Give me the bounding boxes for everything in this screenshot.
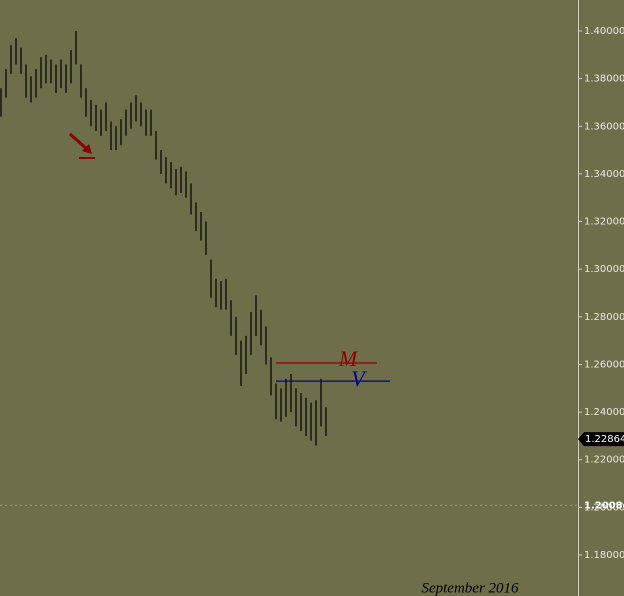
y-tick-label: 1.24000 bbox=[584, 407, 624, 418]
y-tick-label: 1.40000 bbox=[584, 26, 624, 37]
y-tick-label: 1.38000 bbox=[584, 74, 624, 85]
y-tick-label: 1.30000 bbox=[584, 264, 624, 275]
y-tick-label: 1.34000 bbox=[584, 169, 624, 180]
down-arrow-icon bbox=[69, 132, 95, 159]
y-tick-label: 1.32000 bbox=[584, 217, 624, 228]
period-label: September 2016 bbox=[421, 580, 519, 596]
y-tick-label: 1.26000 bbox=[584, 359, 624, 370]
current-price-label: 1.22864 bbox=[585, 434, 624, 445]
level-label: M bbox=[338, 346, 359, 371]
y-tick-label: 1.36000 bbox=[584, 121, 624, 132]
price-line-label: 1.20084 bbox=[584, 500, 624, 511]
y-tick-label: 1.22000 bbox=[584, 455, 624, 466]
y-tick-label: 1.20000 bbox=[584, 502, 624, 513]
current-price-badge bbox=[578, 432, 624, 447]
y-tick-label: 1.28000 bbox=[584, 312, 624, 323]
level-label: V bbox=[351, 366, 367, 391]
y-tick-label: 1.18000 bbox=[584, 550, 624, 561]
